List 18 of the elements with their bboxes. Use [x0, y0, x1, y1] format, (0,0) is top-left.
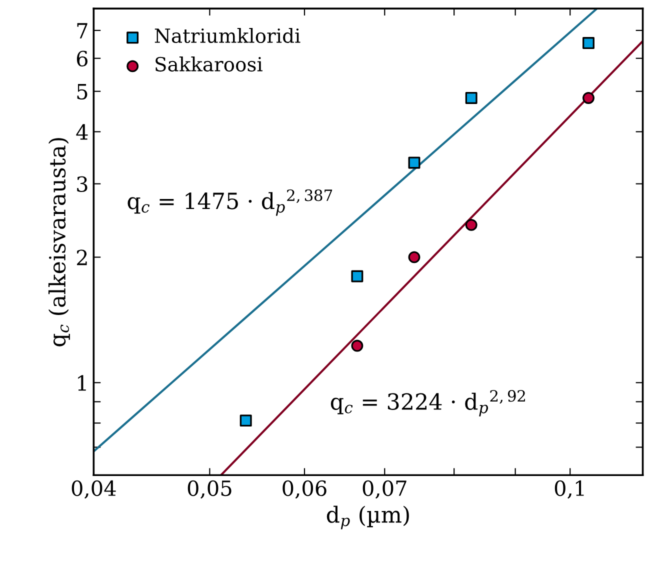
legend-label: Natriumkloridi — [154, 28, 300, 44]
x-tick-label: 0,05 — [188, 480, 232, 499]
y-tick-label: 1 — [78, 375, 86, 391]
x-tick-label: 0,06 — [282, 480, 326, 499]
x-tick-label: 0,07 — [362, 480, 406, 499]
y-tick-label: 3 — [77, 176, 88, 192]
x-tick-label: 0,1 — [554, 480, 584, 499]
y-tick-label: 2 — [76, 250, 87, 266]
y-tick-label: 6 — [76, 50, 88, 67]
y-tick-label: 7 — [77, 23, 88, 38]
legend-label: Sakkaroosi — [156, 56, 262, 72]
y-tick-label: 4 — [76, 124, 88, 140]
y-axis-title: q$_{c}$ (alkeisvarausta) — [48, 138, 70, 346]
x-tick-label: 0,04 — [72, 480, 116, 499]
y-tick-label: 5 — [77, 84, 88, 100]
annotation: q$_{c}$ = 3224 · d$_{p}$$^{2,92}$ — [330, 390, 525, 416]
annotation: q$_{c}$ = 1475 · d$_{p}$$^{2,387}$ — [128, 189, 332, 216]
x-axis-title: d$_{p}$ (µm) — [326, 506, 409, 530]
